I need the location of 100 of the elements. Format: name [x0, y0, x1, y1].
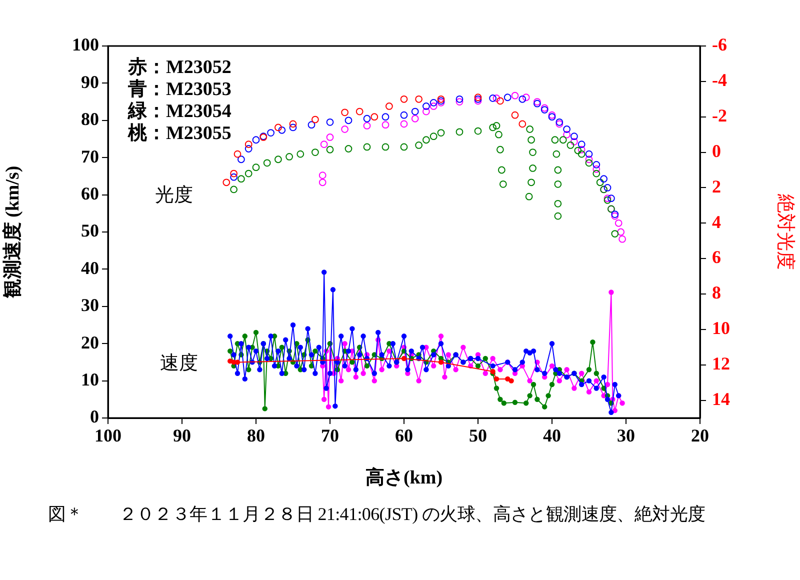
- y2-tick-label: -2: [712, 106, 727, 126]
- y2-tick-label: 0: [712, 140, 721, 161]
- point: [554, 166, 562, 174]
- point: [286, 153, 293, 160]
- point: [318, 178, 326, 186]
- point: [400, 143, 408, 151]
- point: [411, 114, 419, 122]
- point: [411, 108, 419, 116]
- point: [289, 124, 297, 132]
- point: [522, 94, 530, 102]
- point: [492, 94, 500, 102]
- point: [326, 134, 334, 141]
- annotation: 赤：M23052: [127, 56, 232, 78]
- point: [416, 378, 422, 384]
- point: [554, 200, 562, 208]
- point: [563, 126, 570, 133]
- point: [592, 165, 600, 173]
- point: [492, 122, 500, 130]
- point: [437, 129, 445, 136]
- y2-axis-title: 絶対光度: [774, 193, 797, 270]
- point: [438, 334, 444, 339]
- point: [321, 396, 327, 402]
- x-tick-label: 90: [173, 425, 191, 446]
- point: [400, 95, 408, 103]
- point: [230, 186, 238, 194]
- point: [570, 138, 578, 146]
- point: [430, 132, 438, 140]
- point: [456, 95, 464, 103]
- point: [312, 148, 319, 156]
- point: [234, 150, 242, 158]
- point: [400, 120, 408, 128]
- point: [326, 404, 332, 410]
- point: [579, 370, 584, 376]
- point: [318, 172, 326, 180]
- point: [608, 290, 614, 295]
- point: [460, 344, 466, 350]
- point: [572, 386, 577, 391]
- point: [552, 150, 560, 158]
- point: [230, 173, 238, 181]
- point: [341, 126, 348, 133]
- y2-tick-label: -6: [712, 34, 727, 55]
- point: [244, 145, 252, 152]
- point: [341, 108, 348, 116]
- point: [422, 102, 430, 110]
- y-tick-label: 10: [81, 369, 99, 390]
- y-tick-label: 60: [81, 183, 99, 204]
- point: [585, 159, 593, 167]
- x-tick-label: 70: [321, 425, 339, 446]
- point: [353, 374, 358, 380]
- point: [422, 136, 430, 144]
- point: [551, 136, 559, 144]
- point: [252, 136, 260, 144]
- point: [222, 178, 230, 186]
- point: [585, 156, 593, 164]
- point: [508, 378, 514, 384]
- point: [570, 132, 578, 140]
- point: [528, 136, 535, 144]
- annotation: 青：M23053: [127, 78, 232, 100]
- y-tick-label: 30: [81, 295, 99, 316]
- text: 図＊ ２０２３年１１月２８日 21:41:06(JST) の火球、高さと観測速度、絶対光度: [48, 503, 706, 526]
- y2-tick-label: 6: [712, 247, 721, 268]
- point: [490, 356, 496, 362]
- point: [489, 94, 496, 102]
- y-axis-title: 観測速度 (km/s): [1, 166, 24, 300]
- y2-tick-label: 14: [712, 388, 730, 409]
- point: [430, 98, 438, 106]
- y2-tick-label: 10: [712, 318, 730, 338]
- point: [363, 122, 371, 130]
- point: [326, 146, 334, 154]
- y2-tick-label: 8: [712, 282, 721, 303]
- point: [494, 376, 500, 382]
- point: [526, 126, 534, 133]
- point: [296, 150, 304, 158]
- point: [312, 116, 319, 124]
- point: [498, 166, 506, 174]
- x-tick-label: 60: [395, 425, 413, 446]
- point: [344, 116, 352, 124]
- point: [431, 363, 436, 369]
- point: [415, 142, 422, 149]
- x-tick-label: 20: [691, 425, 709, 446]
- point: [401, 356, 407, 362]
- point: [511, 92, 519, 100]
- y-tick-label: 70: [81, 146, 99, 166]
- point: [554, 180, 562, 188]
- point: [574, 146, 582, 154]
- point: [379, 367, 384, 372]
- point: [453, 367, 458, 372]
- point: [446, 352, 451, 358]
- point: [586, 389, 592, 395]
- point: [363, 143, 371, 151]
- point: [320, 140, 328, 148]
- point: [592, 170, 600, 178]
- point: [511, 111, 519, 119]
- point: [504, 94, 512, 102]
- point: [372, 378, 377, 384]
- point: [549, 363, 555, 369]
- y-tick-label: 90: [81, 72, 99, 92]
- point: [499, 180, 507, 188]
- point: [529, 164, 536, 172]
- point: [386, 102, 393, 110]
